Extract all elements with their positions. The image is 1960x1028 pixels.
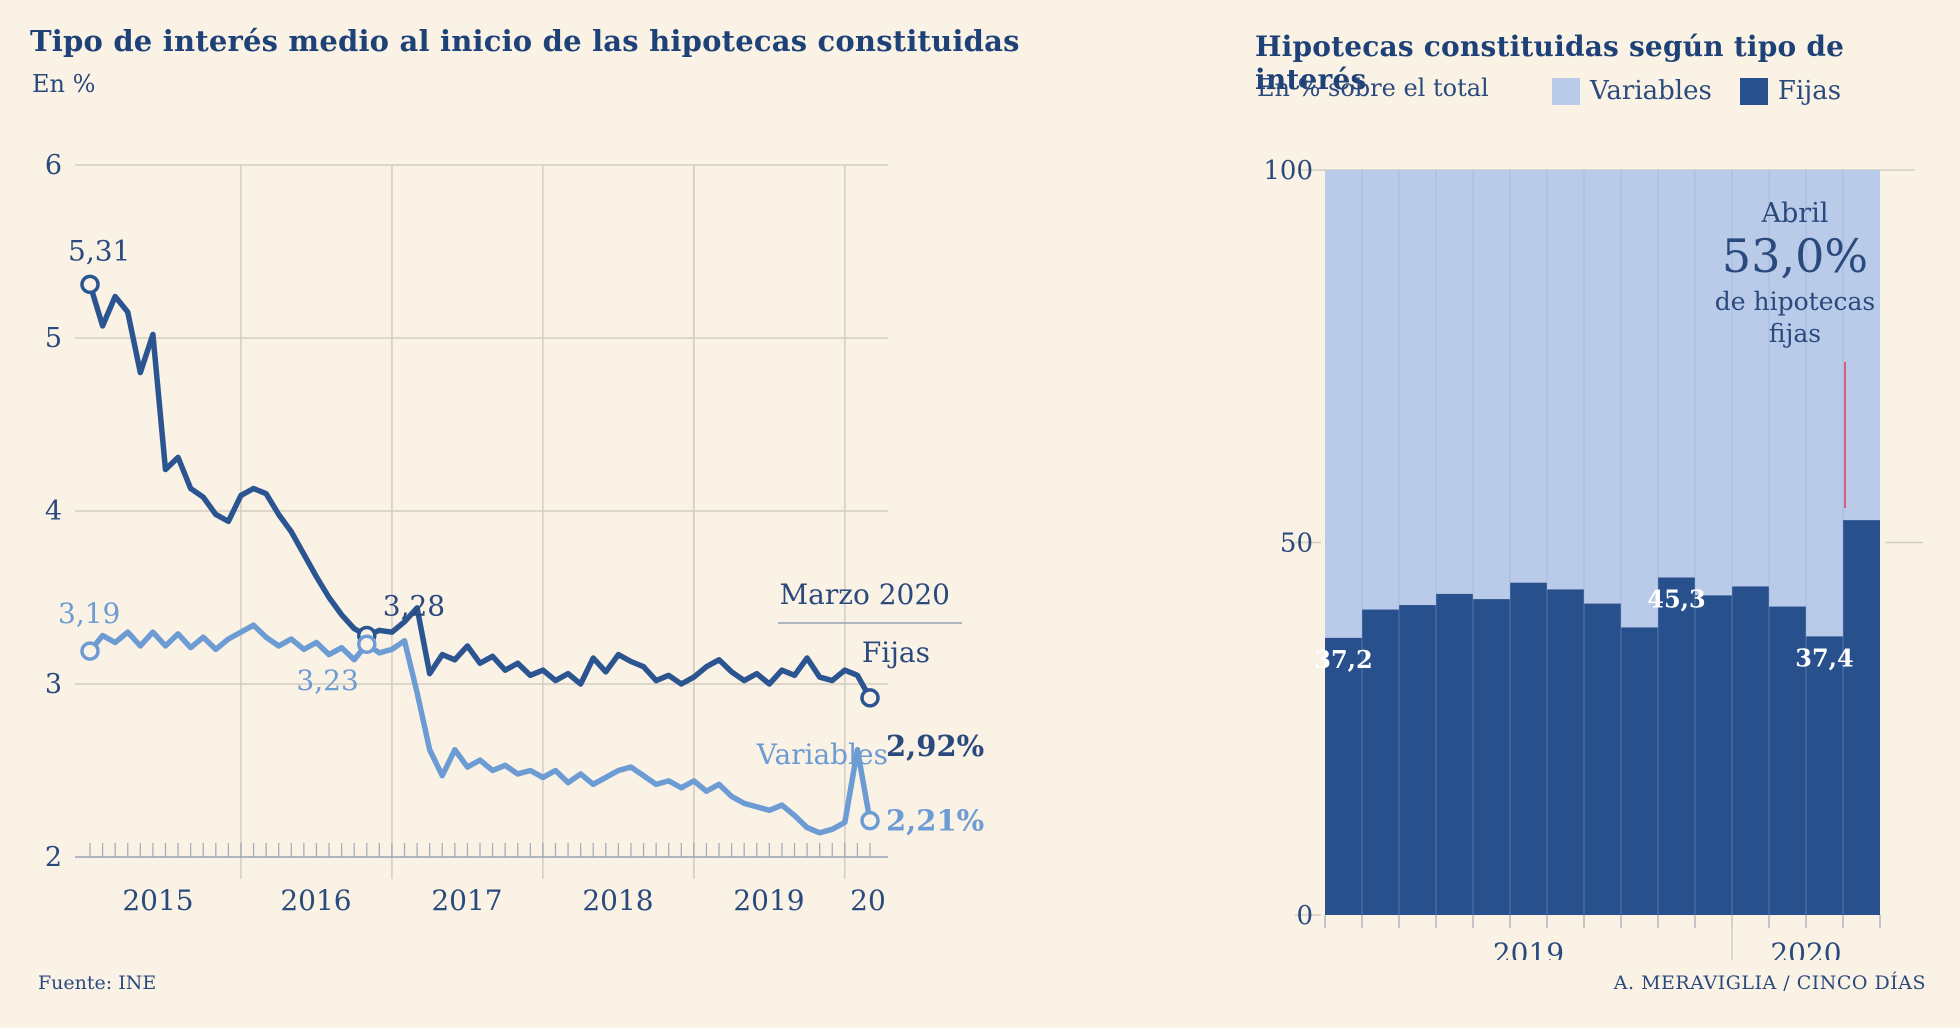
legend: Variables Fijas <box>1552 76 1841 106</box>
svg-text:3: 3 <box>45 669 62 700</box>
fijas-swatch-icon <box>1739 77 1768 105</box>
svg-text:5,31: 5,31 <box>68 234 130 267</box>
right-chart-title: Hipotecas constituidas según tipo de int… <box>1255 30 1845 96</box>
fijas-bar <box>1843 520 1880 915</box>
svg-text:2: 2 <box>45 842 62 873</box>
fijas-bar <box>1473 599 1510 915</box>
data-point-marker <box>80 274 100 295</box>
svg-text:3,19: 3,19 <box>58 597 120 630</box>
svg-text:100: 100 <box>1263 156 1313 186</box>
svg-text:3,28: 3,28 <box>383 590 445 623</box>
fijas-bar <box>1695 595 1732 915</box>
svg-text:fijas: fijas <box>1769 319 1821 348</box>
svg-text:45,3: 45,3 <box>1647 585 1705 614</box>
svg-text:2,21%: 2,21% <box>886 804 984 838</box>
svg-text:2020: 2020 <box>1770 937 1841 960</box>
fijas-bar <box>1621 627 1658 915</box>
svg-text:Abril: Abril <box>1761 198 1829 229</box>
credit-note: A. MERAVIGLIA / CINCO DÍAS <box>1613 972 1926 994</box>
data-point-marker <box>357 634 377 654</box>
variables-line <box>87 622 873 836</box>
svg-text:2019: 2019 <box>1493 937 1564 960</box>
left-chart-subtitle: En % <box>32 70 96 98</box>
data-point-marker <box>860 688 880 708</box>
fijas-bar <box>1362 609 1399 915</box>
legend-item-variables: Variables <box>1552 76 1712 106</box>
fijas-bar <box>1732 586 1769 915</box>
svg-text:2018: 2018 <box>582 884 653 917</box>
svg-text:5: 5 <box>45 323 62 354</box>
svg-text:37,4: 37,4 <box>1795 643 1853 672</box>
fijas-bar <box>1547 589 1584 915</box>
svg-text:2015: 2015 <box>122 884 193 917</box>
data-point-marker <box>80 641 100 661</box>
svg-text:Marzo 2020: Marzo 2020 <box>779 578 950 611</box>
fijas-line <box>87 281 873 701</box>
svg-text:Variables: Variables <box>756 738 888 771</box>
svg-text:50: 50 <box>1280 529 1313 559</box>
svg-text:de hipotecas: de hipotecas <box>1715 287 1875 316</box>
legend-label-variables: Variables <box>1590 76 1712 106</box>
svg-text:4: 4 <box>45 496 62 527</box>
fijas-bar <box>1510 582 1547 915</box>
svg-text:Fijas: Fijas <box>862 636 930 669</box>
data-point-marker <box>860 810 880 831</box>
fijas-bar <box>1806 636 1843 915</box>
legend-label-fijas: Fijas <box>1777 76 1842 106</box>
fijas-bar <box>1436 593 1473 915</box>
right-chart-subtitle: En % sobre el total <box>1257 74 1489 102</box>
svg-text:2019: 2019 <box>733 884 804 917</box>
svg-text:53,0%: 53,0% <box>1722 229 1868 283</box>
left-chart-title: Tipo de interés medio al inicio de las h… <box>30 24 1020 58</box>
svg-text:0: 0 <box>1296 901 1313 931</box>
svg-text:2,92%: 2,92% <box>886 729 984 763</box>
fijas-bar <box>1399 605 1436 915</box>
svg-text:3,23: 3,23 <box>296 664 358 697</box>
variables-swatch-icon <box>1552 77 1580 105</box>
legend-item-fijas: Fijas <box>1739 76 1842 106</box>
svg-text:37,2: 37,2 <box>1314 645 1372 674</box>
fijas-bar <box>1325 637 1362 915</box>
svg-text:2017: 2017 <box>431 884 502 917</box>
fijas-bar <box>1584 603 1621 915</box>
svg-text:6: 6 <box>45 150 62 181</box>
fijas-bar <box>1658 577 1695 915</box>
fijas-bar <box>1769 606 1806 915</box>
svg-text:2016: 2016 <box>280 884 351 917</box>
svg-text:20: 20 <box>850 884 886 917</box>
line-chart-interest-rates: 6 5 4 3 2 2015 2016 2017 2018 2019 20 5,31 3,19 3,28 3… <box>45 150 984 917</box>
source-note: Fuente: INE <box>38 972 157 994</box>
